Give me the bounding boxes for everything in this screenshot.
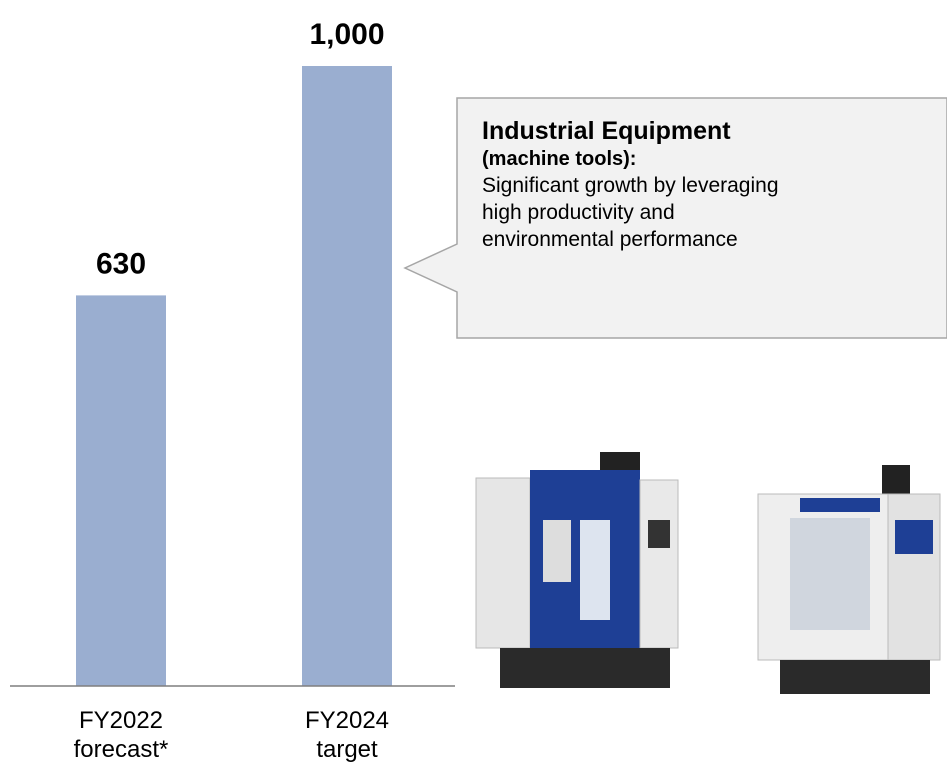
machine-image bbox=[475, 452, 679, 688]
callout-title: Industrial Equipment bbox=[482, 117, 731, 145]
callout-box bbox=[403, 97, 947, 339]
bar bbox=[76, 295, 166, 686]
x-tick-label: FY2022 forecast* bbox=[73, 707, 169, 763]
callout: Industrial Equipment (machine tools): Si… bbox=[482, 116, 942, 253]
bar bbox=[302, 66, 392, 686]
value-label: 1,000 bbox=[309, 18, 384, 51]
machine-image bbox=[757, 465, 941, 694]
value-label: 630 bbox=[96, 247, 146, 280]
x-tick-label: FY2024 target bbox=[304, 707, 390, 763]
callout-text: Significant growth by leveraging high pr… bbox=[482, 174, 779, 251]
callout-subtitle: (machine tools): bbox=[482, 148, 637, 170]
